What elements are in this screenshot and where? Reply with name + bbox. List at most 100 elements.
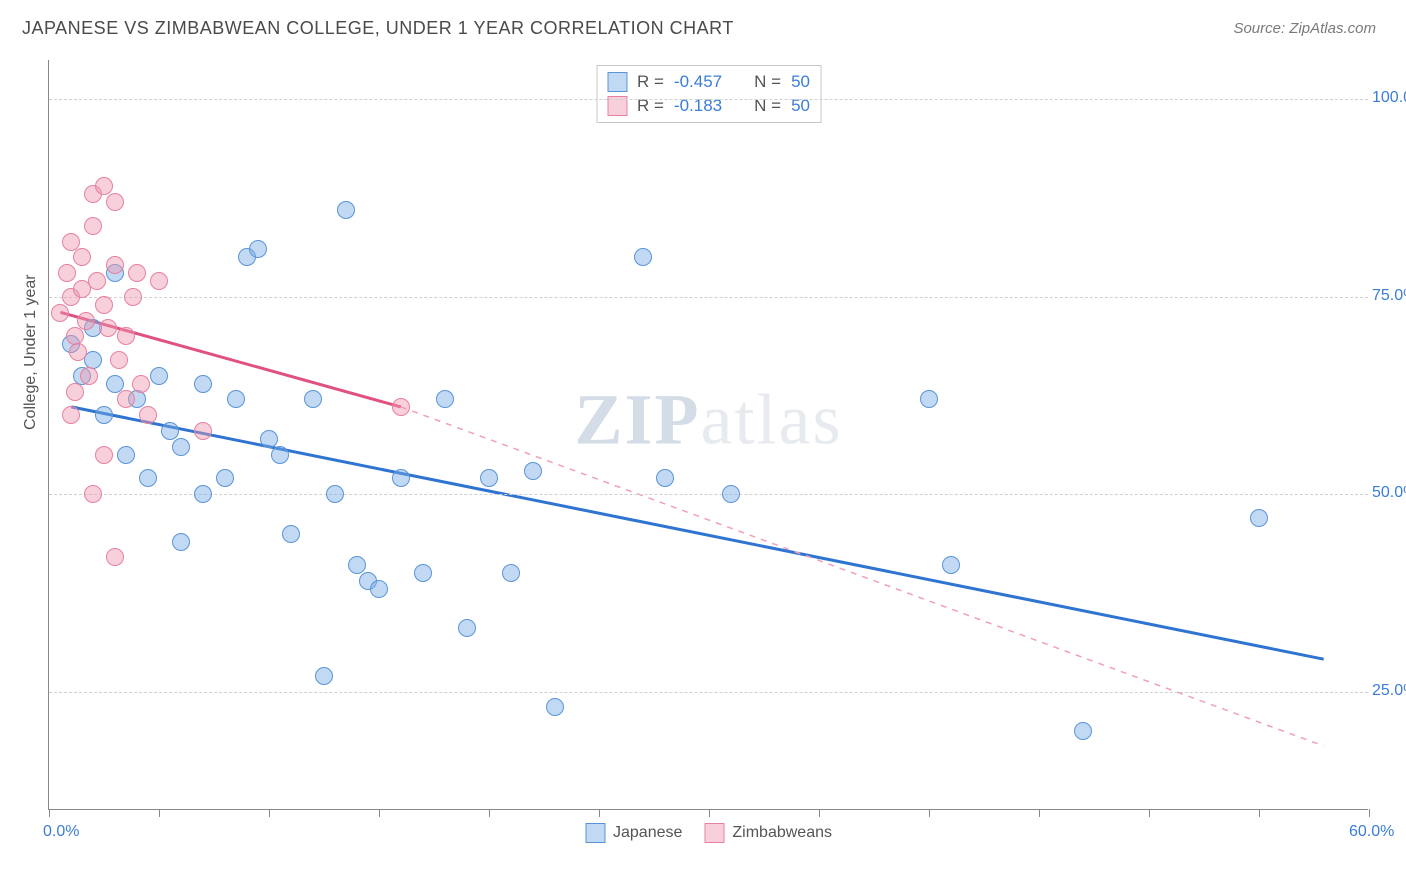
chart-title: JAPANESE VS ZIMBABWEAN COLLEGE, UNDER 1 … <box>22 18 734 39</box>
data-point <box>942 556 960 574</box>
y-tick-label: 25.0% <box>1372 682 1406 700</box>
data-point <box>95 177 113 195</box>
data-point <box>95 296 113 314</box>
data-point <box>260 430 278 448</box>
data-point <box>304 390 322 408</box>
x-tick <box>379 809 380 817</box>
data-point <box>69 343 87 361</box>
y-axis-label: College, Under 1 year <box>22 274 40 430</box>
y-tick-label: 100.0% <box>1372 89 1406 107</box>
data-point <box>62 406 80 424</box>
x-tick <box>1259 809 1260 817</box>
data-point <box>634 248 652 266</box>
data-point <box>150 272 168 290</box>
data-point <box>117 390 135 408</box>
data-point <box>722 485 740 503</box>
x-tick <box>49 809 50 817</box>
data-point <box>84 485 102 503</box>
x-tick <box>929 809 930 817</box>
data-point <box>106 193 124 211</box>
data-point <box>348 556 366 574</box>
n-value: 50 <box>791 72 810 92</box>
data-point <box>124 288 142 306</box>
y-tick-label: 50.0% <box>1372 484 1406 502</box>
data-point <box>282 525 300 543</box>
data-point <box>216 469 234 487</box>
gridline <box>49 494 1368 495</box>
data-point <box>480 469 498 487</box>
data-point <box>227 390 245 408</box>
data-point <box>172 533 190 551</box>
data-point <box>524 462 542 480</box>
data-point <box>132 375 150 393</box>
gridline <box>49 99 1368 100</box>
x-tick <box>269 809 270 817</box>
data-point <box>194 422 212 440</box>
x-tick <box>599 809 600 817</box>
legend-item: Japanese <box>585 823 682 843</box>
gridline <box>49 297 1368 298</box>
legend-stat-row: R =-0.457N =50 <box>607 70 810 94</box>
data-point <box>172 438 190 456</box>
data-point <box>106 375 124 393</box>
x-tick <box>819 809 820 817</box>
data-point <box>436 390 454 408</box>
data-point <box>106 256 124 274</box>
y-tick-label: 75.0% <box>1372 287 1406 305</box>
data-point <box>106 548 124 566</box>
legend-item: Zimbabweans <box>704 823 832 843</box>
data-point <box>414 564 432 582</box>
data-point <box>51 304 69 322</box>
data-point <box>117 327 135 345</box>
data-point <box>80 367 98 385</box>
x-tick <box>1039 809 1040 817</box>
legend-swatch <box>704 823 724 843</box>
data-point <box>194 375 212 393</box>
r-label: R = <box>637 72 664 92</box>
legend-stats: R =-0.457N =50R = -0.183N =50 <box>596 65 821 123</box>
n-label: N = <box>754 72 781 92</box>
data-point <box>1250 509 1268 527</box>
data-point <box>271 446 289 464</box>
data-point <box>128 264 146 282</box>
source-label: Source: ZipAtlas.com <box>1233 20 1376 37</box>
legend-stat-row: R = -0.183N =50 <box>607 94 810 118</box>
data-point <box>249 240 267 258</box>
data-point <box>392 469 410 487</box>
data-point <box>99 319 117 337</box>
data-point <box>337 201 355 219</box>
data-point <box>139 469 157 487</box>
data-point <box>656 469 674 487</box>
data-point <box>1074 722 1092 740</box>
watermark: ZIPatlas <box>575 378 843 461</box>
data-point <box>194 485 212 503</box>
data-point <box>66 383 84 401</box>
x-tick <box>709 809 710 817</box>
legend-swatch <box>585 823 605 843</box>
data-point <box>326 485 344 503</box>
data-point <box>117 446 135 464</box>
data-point <box>370 580 388 598</box>
data-point <box>458 619 476 637</box>
data-point <box>95 446 113 464</box>
header: JAPANESE VS ZIMBABWEAN COLLEGE, UNDER 1 … <box>0 0 1406 47</box>
data-point <box>62 233 80 251</box>
data-point <box>95 406 113 424</box>
data-point <box>315 667 333 685</box>
x-tick-label: 0.0% <box>43 823 79 841</box>
x-tick <box>1369 809 1370 817</box>
data-point <box>84 217 102 235</box>
x-tick-label: 60.0% <box>1349 823 1394 841</box>
data-point <box>73 248 91 266</box>
data-point <box>139 406 157 424</box>
trend-lines <box>49 60 1368 809</box>
x-tick <box>159 809 160 817</box>
legend-swatch <box>607 72 627 92</box>
x-tick <box>1149 809 1150 817</box>
data-point <box>161 422 179 440</box>
data-point <box>150 367 168 385</box>
legend-series: Japanese Zimbabweans <box>585 823 832 843</box>
data-point <box>77 312 95 330</box>
data-point <box>920 390 938 408</box>
data-point <box>546 698 564 716</box>
